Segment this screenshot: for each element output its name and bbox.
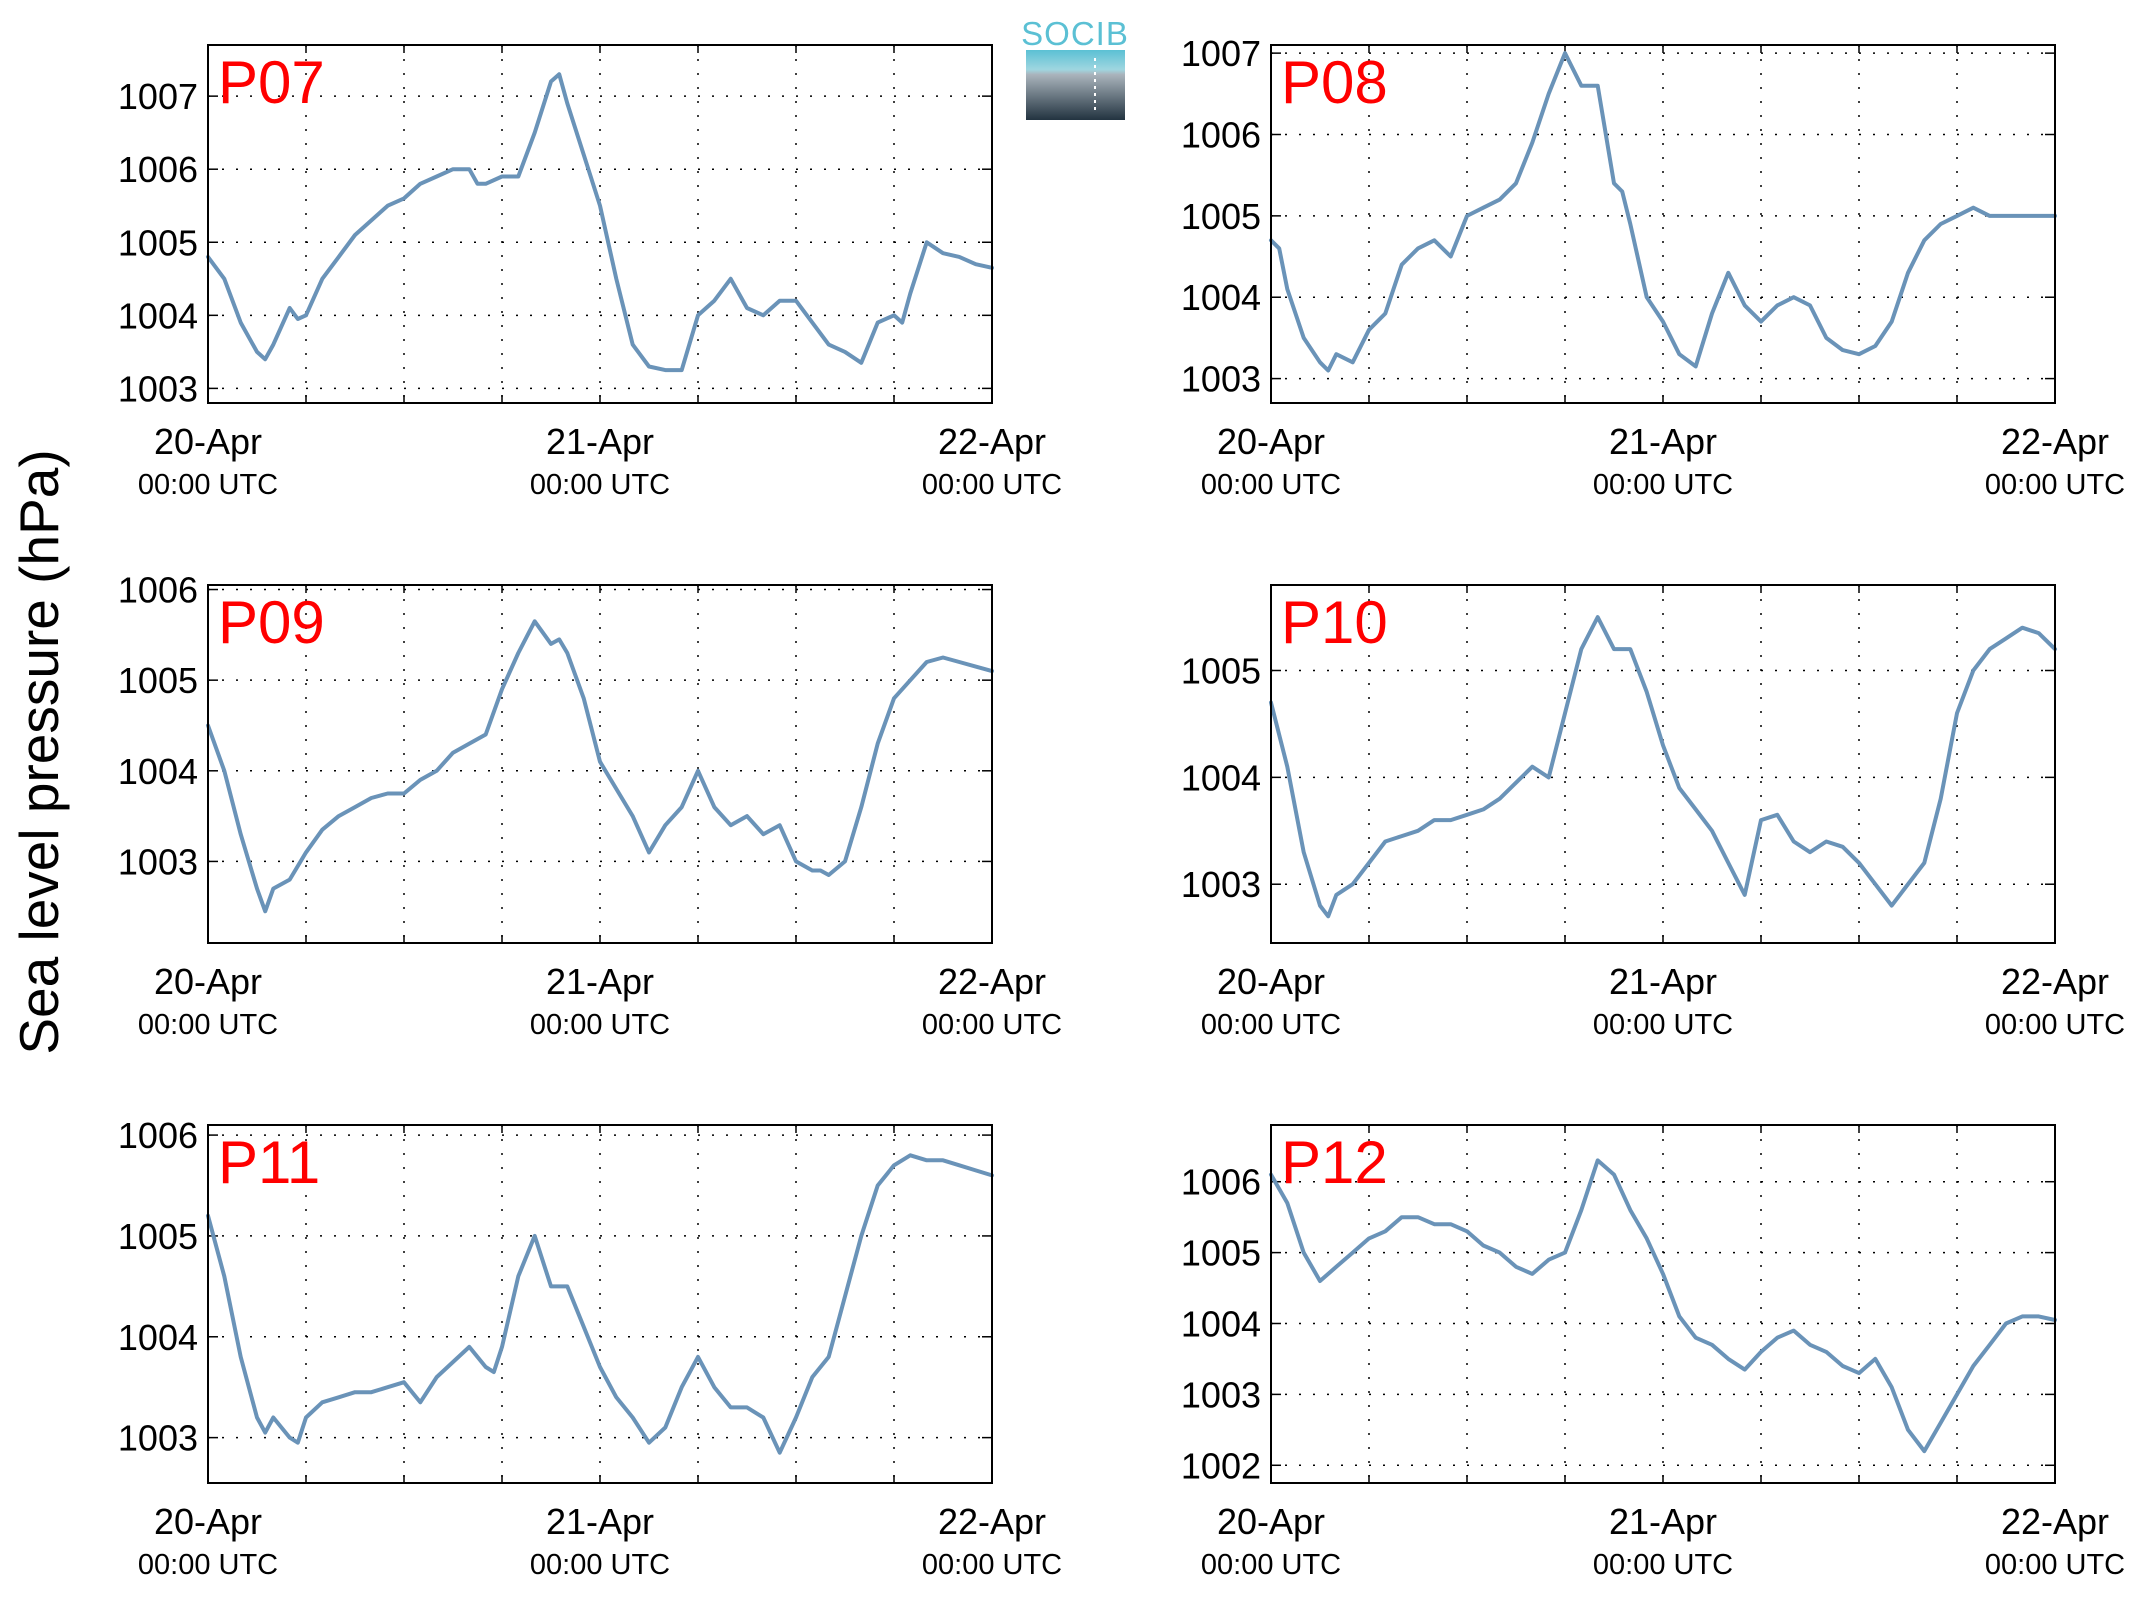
axes-frame [1270, 584, 2056, 944]
x-tick-sublabel: 00:00 UTC [530, 1009, 670, 1041]
y-tick-label: 1003 [1181, 359, 1261, 400]
y-tick-label: 1004 [118, 1317, 198, 1358]
x-tick-sublabel: 00:00 UTC [1985, 469, 2125, 501]
y-tick-label: 1005 [1181, 196, 1261, 237]
x-tick-sublabel: 00:00 UTC [530, 1549, 670, 1581]
axes-frame [1270, 44, 2056, 404]
chart-panel-p09: 1003 1004 1005 1006 20-Apr 00:00 UTC 21-Apr 00:… [118, 570, 1062, 1041]
socib-logo-mark [1026, 50, 1125, 120]
y-axis-label: Sea level pressure (hPa) [8, 449, 70, 1054]
x-tick-label: 22-Apr [938, 1501, 1046, 1542]
chart-panel-p12: 1002 1003 1004 1005 1006 20-Apr 00:00 UTC 21-Ap… [1181, 1124, 2125, 1581]
x-tick-label: 21-Apr [1609, 961, 1717, 1002]
chart-panel-p08: 1003 1004 1005 1006 1007 20-Apr 00:00 UTC 21-Ap… [1181, 33, 2125, 501]
x-tick-label: 22-Apr [2001, 421, 2109, 462]
x-tick-sublabel: 00:00 UTC [1201, 1549, 1341, 1581]
y-tick-label: 1003 [118, 841, 198, 882]
x-tick-sublabel: 00:00 UTC [1201, 469, 1341, 501]
y-tick-label: 1003 [118, 1418, 198, 1459]
panel-title: P11 [218, 1129, 320, 1196]
y-tick-label: 1004 [1181, 1303, 1261, 1344]
panel-title: P07 [218, 49, 325, 116]
y-tick-label: 1007 [118, 76, 198, 117]
x-tick-label: 21-Apr [1609, 1501, 1717, 1542]
y-tick-label: 1007 [1181, 33, 1261, 74]
x-tick-label: 21-Apr [546, 421, 654, 462]
y-tick-label: 1004 [118, 295, 198, 336]
x-tick-sublabel: 00:00 UTC [1593, 1549, 1733, 1581]
x-tick-label: 21-Apr [546, 961, 654, 1002]
x-tick-sublabel: 00:00 UTC [922, 1009, 1062, 1041]
axes-frame [207, 1124, 993, 1484]
x-tick-sublabel: 00:00 UTC [1593, 469, 1733, 501]
series-line [206, 1153, 994, 1455]
y-tick-label: 1005 [1181, 1233, 1261, 1274]
x-tick-label: 22-Apr [2001, 961, 2109, 1002]
x-tick-sublabel: 00:00 UTC [138, 469, 278, 501]
series-line [1269, 51, 2057, 373]
plot-area [1271, 45, 2055, 403]
axes-frame [207, 584, 993, 944]
x-tick-sublabel: 00:00 UTC [530, 469, 670, 501]
x-tick-label: 20-Apr [1217, 961, 1325, 1002]
plot-area [1271, 585, 2055, 943]
x-tick-label: 21-Apr [1609, 421, 1717, 462]
y-tick-label: 1004 [1181, 277, 1261, 318]
plot-area [208, 45, 992, 403]
y-tick-label: 1002 [1181, 1445, 1261, 1486]
y-tick-label: 1005 [118, 1216, 198, 1257]
socib-logo: SOCIB [1021, 15, 1129, 120]
x-tick-sublabel: 00:00 UTC [138, 1009, 278, 1041]
y-tick-label: 1003 [118, 368, 198, 409]
series-line [206, 619, 994, 914]
x-tick-sublabel: 00:00 UTC [922, 469, 1062, 501]
x-tick-sublabel: 00:00 UTC [1201, 1009, 1341, 1041]
x-tick-sublabel: 00:00 UTC [1593, 1009, 1733, 1041]
socib-logo-text: SOCIB [1021, 15, 1129, 52]
y-tick-label: 1005 [118, 222, 198, 263]
x-tick-label: 20-Apr [154, 421, 262, 462]
y-tick-label: 1004 [118, 751, 198, 792]
panel-title: P08 [1281, 49, 1388, 116]
y-tick-label: 1006 [1181, 115, 1261, 156]
axes-frame [207, 44, 993, 404]
x-tick-label: 20-Apr [154, 1501, 262, 1542]
y-tick-label: 1005 [118, 660, 198, 701]
x-tick-label: 22-Apr [938, 421, 1046, 462]
axes-frame [1270, 1124, 2056, 1484]
chart-panel-p11: 1003 1004 1005 1006 20-Apr 00:00 UTC 21-Apr 00:… [118, 1115, 1062, 1581]
x-tick-label: 22-Apr [938, 961, 1046, 1002]
x-tick-label: 22-Apr [2001, 1501, 2109, 1542]
x-tick-label: 20-Apr [1217, 421, 1325, 462]
y-tick-label: 1003 [1181, 1374, 1261, 1415]
panel-title: P12 [1281, 1129, 1388, 1196]
series-line [1269, 1158, 2057, 1454]
y-tick-label: 1006 [118, 149, 198, 190]
x-tick-label: 21-Apr [546, 1501, 654, 1542]
x-tick-sublabel: 00:00 UTC [1985, 1009, 2125, 1041]
x-tick-label: 20-Apr [154, 961, 262, 1002]
x-tick-sublabel: 00:00 UTC [1985, 1549, 2125, 1581]
y-tick-label: 1004 [1181, 757, 1261, 798]
series-line [1269, 615, 2057, 919]
y-tick-label: 1006 [1181, 1162, 1261, 1203]
plot-area [1271, 1125, 2055, 1483]
x-tick-sublabel: 00:00 UTC [138, 1549, 278, 1581]
panel-title: P10 [1281, 589, 1388, 656]
y-tick-label: 1005 [1181, 650, 1261, 691]
chart-panel-p07: 1003 1004 1005 1006 1007 20-Apr 00:00 UTC 21-Ap… [118, 44, 1062, 501]
x-tick-sublabel: 00:00 UTC [922, 1549, 1062, 1581]
y-tick-label: 1006 [118, 1115, 198, 1156]
chart-panel-p10: 1003 1004 1005 20-Apr 00:00 UTC 21-Apr 00:00 U… [1181, 584, 2125, 1041]
y-tick-label: 1006 [118, 570, 198, 611]
x-tick-label: 20-Apr [1217, 1501, 1325, 1542]
y-tick-label: 1003 [1181, 864, 1261, 905]
series-line [206, 72, 994, 373]
plot-area [208, 1125, 992, 1483]
panel-title: P09 [218, 589, 325, 656]
